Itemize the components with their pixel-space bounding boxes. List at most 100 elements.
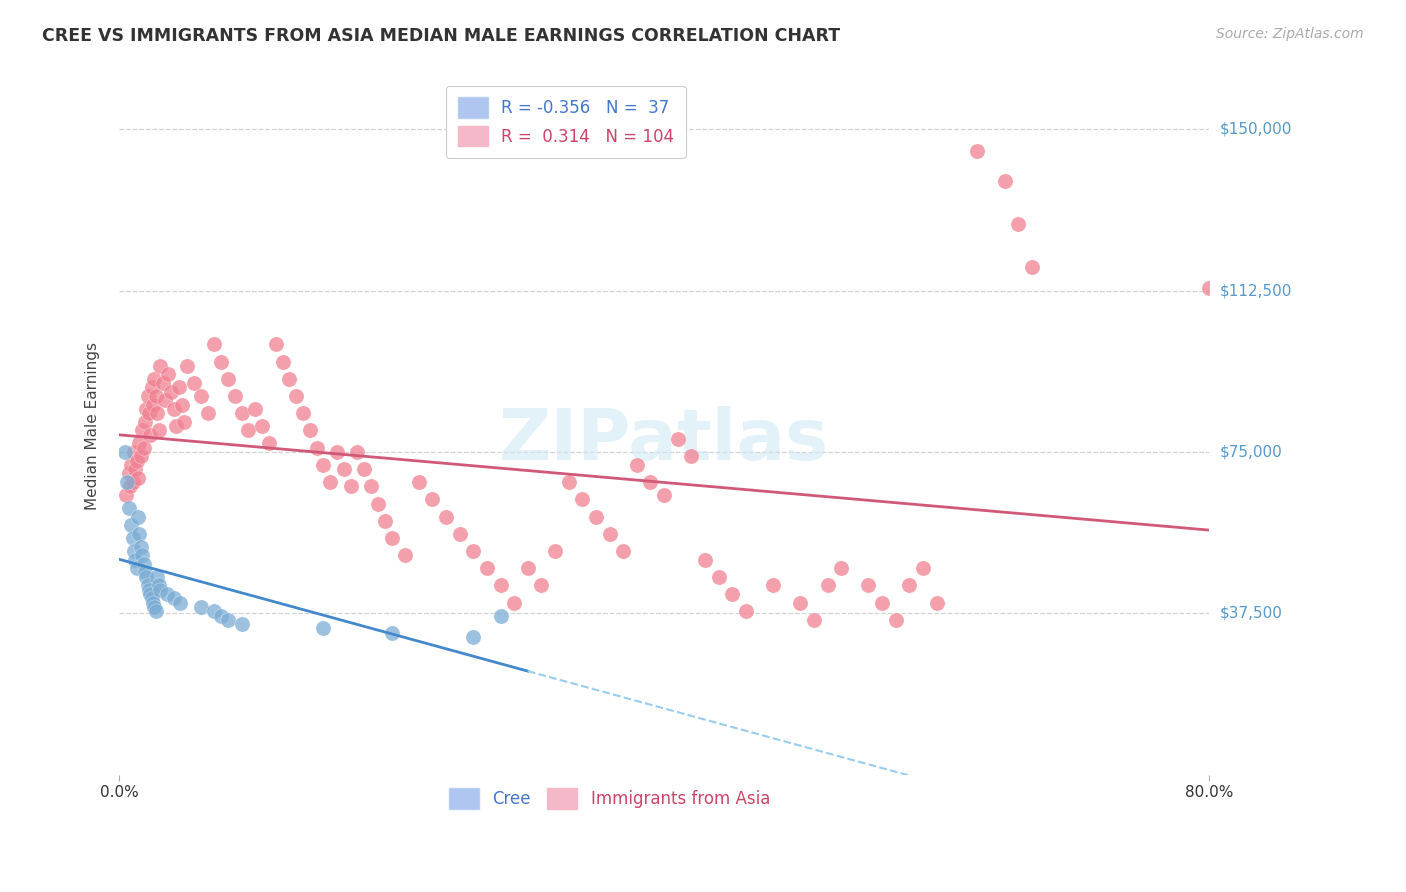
Point [132,441,155,455]
Point [162,401,184,416]
Point [271,354,294,368]
Point [121,475,143,489]
Point [125,561,148,575]
Point [305,441,328,455]
Point [339,479,361,493]
Text: Source: ZipAtlas.com: Source: ZipAtlas.com [1216,27,1364,41]
Point [118,479,141,493]
Point [285,389,308,403]
Point [173,415,195,429]
Point [142,398,165,412]
Point [135,570,157,584]
Point [830,561,852,575]
Point [149,582,172,597]
Point [209,608,232,623]
Point [721,587,744,601]
Point [925,596,948,610]
Point [117,467,139,481]
Point [394,549,416,563]
Point [217,613,239,627]
Point [585,509,607,524]
Point [734,604,756,618]
Point [138,582,160,597]
Point [135,401,157,416]
Point [994,174,1017,188]
Point [516,561,538,575]
Point [120,518,142,533]
Point [489,608,512,623]
Point [367,497,389,511]
Point [422,492,444,507]
Point [145,389,167,403]
Point [346,445,368,459]
Point [146,570,169,584]
Point [115,488,138,502]
Point [353,462,375,476]
Point [165,419,187,434]
Point [139,427,162,442]
Point [197,406,219,420]
Point [114,445,136,459]
Point [121,531,143,545]
Point [176,359,198,373]
Point [870,596,893,610]
Point [162,591,184,606]
Point [463,544,485,558]
Point [530,578,553,592]
Point [136,389,159,403]
Text: CREE VS IMMIGRANTS FROM ASIA MEDIAN MALE EARNINGS CORRELATION CHART: CREE VS IMMIGRANTS FROM ASIA MEDIAN MALE… [42,27,841,45]
Point [789,596,811,610]
Point [190,389,212,403]
Point [231,617,253,632]
Point [115,475,138,489]
Point [264,337,287,351]
Point [128,526,150,541]
Point [146,406,169,420]
Point [681,450,703,464]
Point [817,578,839,592]
Point [134,566,156,580]
Point [159,384,181,399]
Point [571,492,593,507]
Point [612,544,634,558]
Point [127,509,149,524]
Y-axis label: Median Male Earnings: Median Male Earnings [86,343,100,510]
Point [190,599,212,614]
Point [204,604,226,618]
Point [204,337,226,351]
Point [707,570,730,584]
Point [278,372,301,386]
Point [143,372,166,386]
Point [463,630,485,644]
Point [503,596,526,610]
Point [312,458,335,472]
Point [167,380,190,394]
Point [238,424,260,438]
Point [884,613,907,627]
Point [599,526,621,541]
Point [489,578,512,592]
Point [762,578,785,592]
Point [326,445,349,459]
Point [693,552,716,566]
Point [1021,260,1043,274]
Point [129,540,152,554]
Point [157,368,180,382]
Point [380,625,402,640]
Point [360,479,382,493]
Point [145,604,167,618]
Point [209,354,232,368]
Point [333,462,356,476]
Point [257,436,280,450]
Point [224,389,246,403]
Text: ZIPatlas: ZIPatlas [499,406,830,475]
Point [131,424,153,438]
Point [298,424,321,438]
Point [319,475,342,489]
Point [640,475,662,489]
Point [408,475,430,489]
Point [139,587,162,601]
Point [124,462,146,476]
Point [117,500,139,515]
Point [148,424,170,438]
